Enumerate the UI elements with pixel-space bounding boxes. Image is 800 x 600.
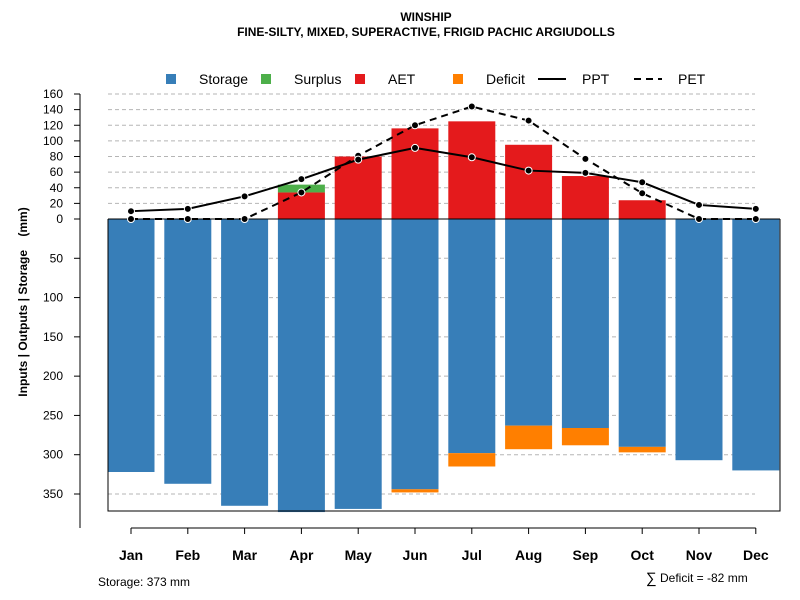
storage-bar — [277, 219, 325, 513]
storage-note: Storage: 373 mm — [98, 575, 190, 589]
legend-aet-swatch — [355, 74, 365, 84]
legend-storage-label: Storage — [199, 71, 248, 87]
ppt-point — [524, 166, 533, 175]
y-tick-label: 40 — [50, 181, 64, 195]
deficit-bar — [505, 425, 553, 450]
ppt-point — [240, 192, 249, 201]
ppt-point — [183, 204, 192, 213]
aet-bar — [391, 128, 439, 219]
y-tick-label: 300 — [43, 448, 63, 462]
storage-bar — [448, 219, 496, 454]
chart-subtitle: FINE-SILTY, MIXED, SUPERACTIVE, FRIGID P… — [237, 25, 615, 39]
x-tick-label: Mar — [232, 547, 257, 563]
y-tick-label: 200 — [43, 369, 63, 383]
ppt-point — [581, 168, 590, 177]
ppt-point — [638, 178, 647, 187]
y-tick-label: 160 — [43, 87, 63, 101]
pet-line — [131, 105, 756, 220]
legend-deficit-label: Deficit — [486, 71, 525, 87]
legend-deficit-swatch — [453, 74, 463, 84]
storage-bar — [164, 219, 212, 484]
ppt-point — [467, 153, 476, 162]
y-tick-label: 20 — [50, 196, 64, 210]
storage-bar — [675, 219, 723, 461]
deficit-note: Deficit = -82 mm — [660, 571, 748, 585]
pet-point — [240, 215, 249, 223]
x-tick-label: Feb — [175, 547, 200, 563]
pet-point — [695, 215, 703, 223]
y-tick-label: 150 — [43, 330, 63, 344]
x-tick-label: Nov — [686, 547, 713, 563]
pet-point — [638, 189, 647, 198]
legend: Storage Surplus AET Deficit PPT PET — [166, 71, 706, 87]
aet-bar — [505, 144, 553, 219]
storage-bar — [221, 219, 269, 506]
x-tick-label: Jul — [462, 547, 482, 563]
storage-bar — [732, 219, 780, 471]
sum-symbol: ∑ — [646, 570, 657, 587]
x-tick-label: Apr — [289, 547, 314, 563]
x-tick-label: Oct — [631, 547, 655, 563]
storage-bar — [505, 219, 553, 426]
x-tick-label: Dec — [743, 547, 769, 563]
y-tick-label: 140 — [43, 103, 63, 117]
bars — [107, 121, 780, 513]
storage-bar — [334, 219, 382, 509]
y-tick-label: 120 — [43, 118, 63, 132]
pet-point — [581, 154, 590, 163]
pet-point — [297, 188, 306, 197]
y-tick-label: 50 — [50, 251, 64, 265]
legend-surplus-label: Surplus — [294, 71, 341, 87]
pet-point — [524, 116, 533, 125]
lines — [127, 102, 760, 223]
y-axis-label: Inputs | Outputs | Storage (mm) — [16, 207, 30, 396]
aet-bar — [618, 200, 666, 219]
pet-point — [751, 215, 760, 223]
deficit-bar — [448, 453, 496, 467]
deficit-bar — [618, 446, 666, 453]
ppt-point — [354, 155, 363, 164]
storage-bar — [391, 219, 439, 490]
plot-frame — [107, 219, 781, 512]
y-tick-label: 350 — [43, 487, 63, 501]
y-tick-label: 0 — [56, 212, 63, 226]
ppt-point — [751, 204, 760, 213]
y-tick-label: 100 — [43, 291, 63, 305]
pet-point — [183, 215, 192, 223]
storage-bar — [107, 219, 155, 472]
aet-bar — [448, 121, 496, 219]
legend-storage-swatch — [166, 74, 176, 84]
x-tick-label: May — [345, 547, 372, 563]
aet-bar — [277, 192, 325, 219]
storage-bar — [618, 219, 666, 447]
legend-surplus-swatch — [261, 74, 271, 84]
legend-aet-label: AET — [388, 71, 416, 87]
ppt-point — [411, 143, 419, 152]
legend-ppt-label: PPT — [582, 71, 610, 87]
x-tick-label: Jun — [403, 547, 428, 563]
ppt-point — [297, 175, 306, 184]
ppt-line — [130, 146, 756, 213]
x-tick-label: Aug — [515, 547, 542, 563]
ppt-point — [127, 207, 135, 216]
y-tick-label: 250 — [43, 408, 63, 422]
deficit-bar — [561, 427, 609, 446]
aet-bar — [561, 176, 609, 219]
pet-point — [127, 215, 135, 223]
x-tick-label: Sep — [573, 547, 599, 563]
pet-point — [411, 121, 419, 130]
chart-title: WINSHIP — [400, 10, 451, 24]
y-tick-label: 80 — [50, 150, 64, 164]
pet-point — [467, 102, 476, 111]
aet-bar — [334, 156, 382, 219]
storage-bar — [561, 219, 609, 428]
ppt-point — [695, 200, 703, 209]
legend-pet-label: PET — [678, 71, 706, 87]
y-tick-label: 100 — [43, 134, 63, 148]
x-tick-label: Jan — [119, 547, 143, 563]
deficit-bar — [391, 489, 439, 493]
y-tick-label: 60 — [50, 165, 64, 179]
